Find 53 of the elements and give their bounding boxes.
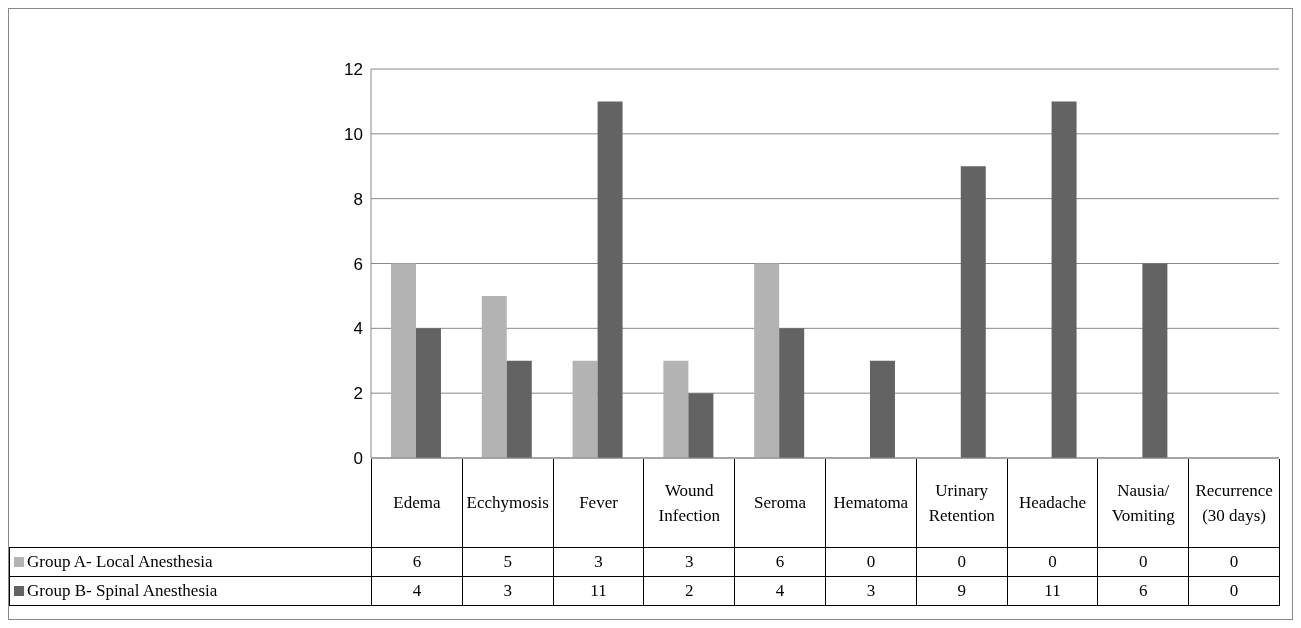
data-label: 0 (825, 547, 917, 576)
legend-label: Group A- Local Anesthesia (9, 547, 372, 576)
data-label: 0 (1188, 576, 1280, 605)
data-label: 4 (734, 576, 826, 605)
x-tick-label: Nausia/ Vomiting (1097, 459, 1189, 547)
x-tick-label: Hematoma (825, 459, 917, 547)
bar (597, 101, 623, 458)
data-label: 0 (916, 547, 1008, 576)
data-label: 2 (643, 576, 735, 605)
data-label: 3 (553, 547, 644, 576)
bar (688, 393, 714, 458)
data-label: 11 (553, 576, 644, 605)
x-tick-label: Wound Infection (643, 459, 735, 547)
bar (481, 295, 507, 458)
data-label: 3 (825, 576, 917, 605)
data-label: 0 (1097, 547, 1189, 576)
data-label: 0 (1007, 547, 1098, 576)
data-label: 5 (462, 547, 554, 576)
bar (754, 263, 780, 458)
data-label: 11 (1007, 576, 1098, 605)
y-tick-label: 10 (344, 124, 363, 144)
x-tick-label: Edema (371, 459, 463, 547)
bar (1142, 263, 1168, 458)
y-tick-label: 12 (344, 60, 363, 80)
x-tick-label: Seroma (734, 459, 826, 547)
y-tick-label: 0 (353, 449, 363, 469)
bar (506, 360, 532, 458)
bar (390, 263, 416, 458)
data-label: 6 (734, 547, 826, 576)
bar (1051, 101, 1077, 458)
bar (572, 360, 598, 458)
data-label: 6 (371, 547, 463, 576)
x-tick-label: Recurrence (30 days) (1188, 459, 1280, 547)
bar (663, 360, 689, 458)
y-tick-label: 4 (353, 319, 363, 339)
data-label: 3 (643, 547, 735, 576)
bar (960, 166, 986, 458)
data-label: 9 (916, 576, 1008, 605)
x-tick-label: Ecchymosis (462, 459, 554, 547)
bar (869, 360, 895, 458)
bar (415, 328, 441, 458)
legend-label: Group B- Spinal Anesthesia (9, 576, 372, 605)
x-tick-label: Fever (553, 459, 644, 547)
x-tick-label: Urinary Retention (916, 459, 1008, 547)
y-tick-label: 8 (353, 189, 363, 209)
data-label: 4 (371, 576, 463, 605)
data-label: 6 (1097, 576, 1189, 605)
bar (779, 328, 805, 458)
y-tick-label: 6 (353, 254, 363, 274)
y-tick-label: 2 (353, 384, 363, 404)
x-tick-label: Headache (1007, 459, 1098, 547)
data-label: 0 (1188, 547, 1280, 576)
data-label: 3 (462, 576, 554, 605)
